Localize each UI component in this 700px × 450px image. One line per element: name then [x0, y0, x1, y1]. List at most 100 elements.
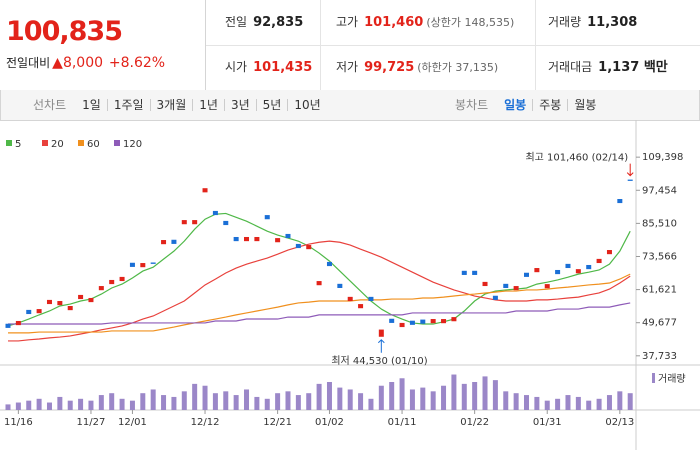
y-tick-label: 73,566 [642, 251, 677, 262]
volume-bar [140, 393, 146, 410]
volume-bar [617, 391, 623, 410]
candle [5, 323, 11, 328]
candle [254, 236, 260, 242]
x-tick-label: 01/31 [533, 417, 562, 428]
candle [472, 270, 478, 275]
candle [192, 220, 198, 225]
volume-bar [202, 385, 208, 410]
volume-bar [472, 382, 478, 410]
volume-bar [15, 402, 21, 410]
volume-bar [461, 383, 467, 410]
volume-bar [57, 396, 63, 410]
stat-value: 11,308 [587, 15, 638, 30]
tab[interactable]: 3년 [225, 99, 257, 111]
stat-value: 1,137 백만 [598, 60, 668, 75]
tab[interactable]: 1주일 [108, 99, 151, 111]
moving-average-line [8, 302, 631, 325]
x-tick-label: 12/12 [191, 417, 220, 428]
stat: 저가 99,725 (하한가 37,135) [336, 45, 498, 89]
moving-average-line [8, 273, 631, 334]
x-tick-label: 01/02 [315, 417, 344, 428]
volume-bar [555, 398, 561, 410]
tab[interactable]: 3개월 [151, 99, 194, 111]
stat: 시가 101,435 [225, 45, 312, 89]
candle [161, 240, 167, 245]
volume-bar [26, 400, 32, 410]
volume-bar [544, 400, 550, 410]
stat-label: 전일 [225, 15, 248, 29]
volume-bar [150, 389, 156, 410]
stat-value: 99,725 [364, 60, 415, 75]
tab-header: 봉차트 [455, 98, 489, 112]
tab[interactable]: 1년 [193, 99, 225, 111]
tab-active[interactable]: 일봉 [498, 99, 534, 111]
candle [150, 262, 156, 264]
volume-bar [78, 398, 84, 410]
volume-bar [212, 393, 218, 410]
candle [98, 286, 104, 291]
legend-swatch [6, 140, 12, 146]
candle [140, 263, 146, 268]
volume-bar [389, 382, 395, 410]
tab[interactable]: 월봉 [574, 98, 597, 112]
stat: 거래대금 1,137 백만 [548, 45, 668, 89]
volume-bar [337, 387, 343, 410]
volume-bar [129, 400, 135, 410]
candle [586, 264, 592, 270]
candle [285, 233, 291, 239]
candle [109, 279, 115, 285]
candle [78, 294, 84, 300]
quote-panel: 100,835 전일대비 ▲8,000 +8.62% 전일 92,835 고가 101… [0, 0, 700, 91]
candle [46, 299, 52, 305]
stat-value: 92,835 [253, 15, 304, 30]
stat-value: 101,435 [253, 60, 313, 75]
change-label: 전일대비 [6, 56, 51, 70]
legend-label: 120 [123, 139, 142, 150]
volume-bar [503, 391, 509, 410]
legend-swatch [42, 140, 48, 146]
volume-bar [575, 396, 581, 410]
change: ▲8,000 [52, 55, 104, 71]
tab[interactable]: 5년 [257, 99, 289, 111]
change-line: 전일대비 ▲8,000 +8.62% [6, 54, 165, 71]
candle-tabs: 봉차트 일봉 주봉 월봉 [423, 90, 602, 120]
candle [503, 283, 509, 288]
high-arrow [626, 163, 634, 177]
candle [316, 281, 322, 286]
volume-bar [67, 400, 73, 410]
stat-label: 고가 [336, 15, 359, 29]
tab[interactable]: 10년 [294, 98, 321, 112]
candle [223, 220, 229, 226]
volume-bar [306, 393, 312, 410]
candle [119, 276, 125, 282]
volume-bar [192, 383, 198, 410]
divider [535, 0, 536, 90]
candle [181, 220, 187, 225]
x-tick-label: 02/13 [605, 417, 634, 428]
candle [233, 236, 239, 242]
candle [544, 284, 550, 289]
volume-bar [36, 398, 42, 410]
volume-bar [326, 382, 332, 410]
candle [129, 262, 135, 267]
legend-label: 20 [51, 139, 64, 150]
volume-bar [524, 395, 529, 410]
tab[interactable]: 주봉 [533, 99, 569, 111]
legend-swatch [78, 140, 84, 146]
volume-bar [254, 396, 260, 410]
stat: 고가 101,460 (상한가 148,535) [336, 0, 514, 44]
candle [575, 269, 581, 274]
x-tick-label: 01/22 [460, 417, 489, 428]
y-tick-label: 37,733 [642, 351, 677, 362]
volume-bar [441, 385, 447, 410]
volume-bar [223, 391, 229, 410]
volume-bar [596, 398, 602, 410]
volume-bar [5, 404, 11, 410]
candle [275, 238, 281, 243]
tab[interactable]: 1일 [76, 99, 108, 111]
legend-label: 60 [87, 139, 100, 150]
candle [606, 250, 612, 255]
volume-bar [171, 396, 177, 410]
x-tick-label: 11/16 [4, 417, 33, 428]
candle [337, 283, 343, 288]
